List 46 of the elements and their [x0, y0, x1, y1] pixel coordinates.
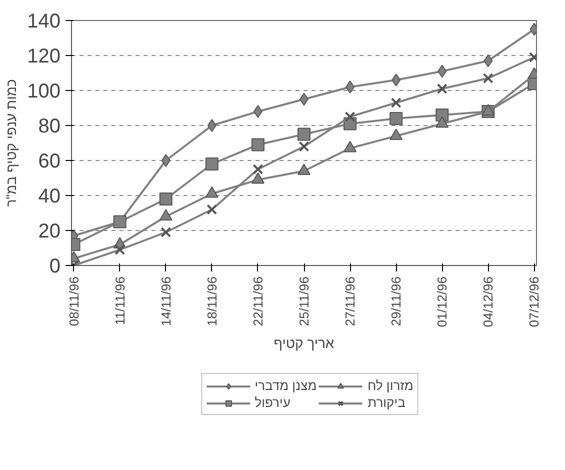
y-axis-title: כמות ענפי קטיף במ"ר [3, 79, 20, 207]
point [298, 141, 310, 152]
y-tick-label: 120 [27, 46, 61, 68]
y-tick-label: 0 [49, 256, 60, 278]
point [392, 74, 401, 86]
x-tick-label: 04/12/96 [480, 276, 496, 328]
x-tick-label: 18/11/96 [204, 276, 220, 326]
x-axis-title: אריך קטיף [274, 335, 334, 352]
point [206, 204, 218, 215]
point [114, 244, 126, 255]
y-tick-label: 20 [38, 220, 61, 242]
point [253, 105, 262, 118]
x-tick-label: 07/12/96 [526, 276, 542, 328]
x-tick-label: 01/12/96 [434, 276, 450, 328]
legend-label: ביקורת [368, 395, 406, 410]
point [205, 158, 218, 170]
point [346, 80, 355, 94]
point [344, 112, 356, 122]
point [252, 164, 264, 174]
point [207, 119, 216, 132]
x-tick-label: 08/11/96 [66, 276, 82, 326]
x-tick-label: 14/11/96 [158, 276, 174, 326]
x-tick-label: 22/11/96 [250, 276, 266, 326]
point [298, 128, 310, 141]
point [484, 54, 493, 68]
point [438, 64, 447, 78]
y-tick-label: 140 [27, 10, 61, 32]
x-tick-label: 25/11/96 [296, 276, 312, 326]
point [390, 98, 402, 108]
point [436, 84, 448, 94]
y-tick-label: 80 [38, 116, 61, 138]
point [251, 138, 264, 152]
legend-label: מזרון לח [368, 378, 414, 393]
y-tick-label: 40 [38, 186, 61, 208]
point [482, 73, 494, 84]
x-tick-label: 27/11/96 [342, 276, 358, 326]
point [161, 154, 170, 167]
x-tick-label: 29/11/96 [388, 276, 404, 326]
legend-label: מצנן מדברי [254, 378, 317, 393]
x-tick-label: 11/11/96 [112, 276, 128, 326]
legend-label: עירפול [254, 395, 290, 410]
y-tick-label: 100 [27, 80, 61, 102]
point [159, 192, 172, 206]
point [160, 227, 172, 238]
point [390, 112, 403, 125]
y-tick-label: 60 [38, 150, 61, 172]
